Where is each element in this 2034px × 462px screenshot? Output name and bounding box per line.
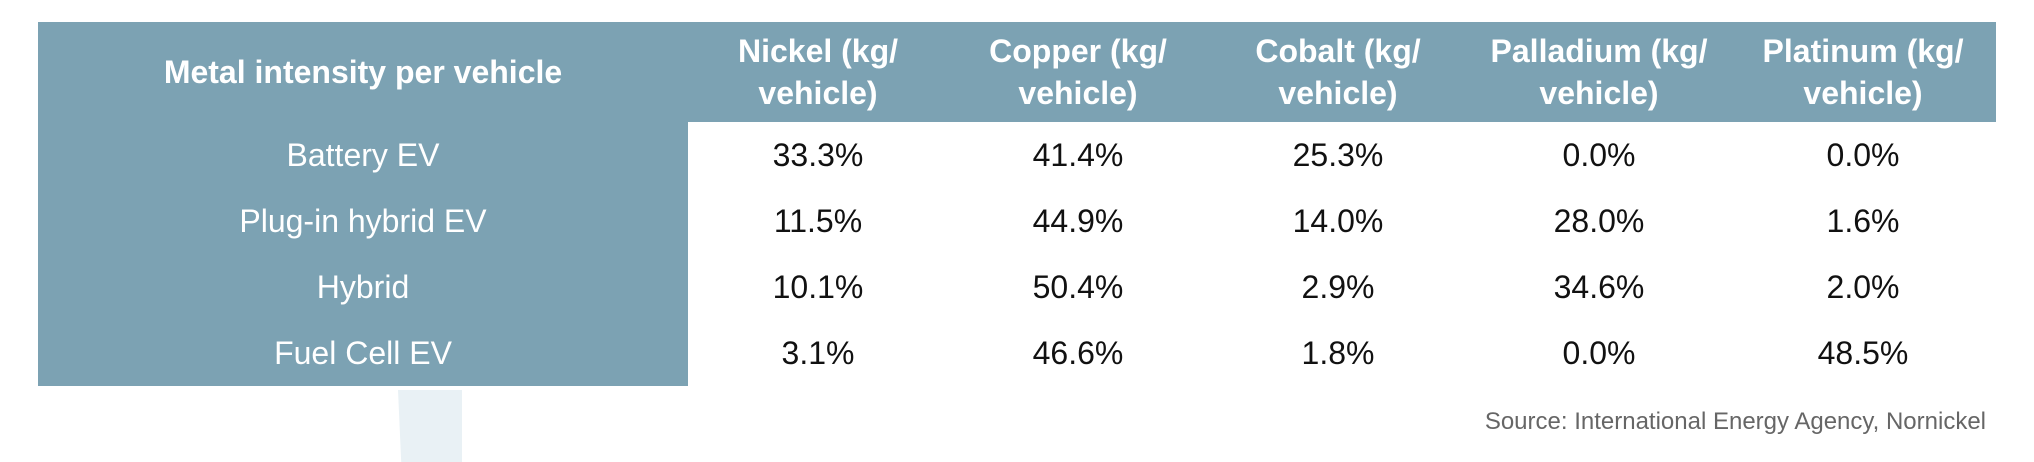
table-row: Plug-in hybrid EV 11.5% 44.9% 14.0% 28.0… [38,188,1996,254]
column-header-copper: Copper (kg/vehicle) [948,22,1208,122]
table-cell: 3.1% [688,320,948,386]
column-header-line: vehicle) [758,75,877,111]
table-row: Hybrid 10.1% 50.4% 2.9% 34.6% 2.0% [38,254,1996,320]
table-cell: 2.0% [1730,254,1996,320]
column-header-line: Platinum (kg/ [1763,33,1964,69]
table-cell: 48.5% [1730,320,1996,386]
column-header-platinum: Platinum (kg/vehicle) [1730,22,1996,122]
table-cell: 44.9% [948,188,1208,254]
column-header-palladium: Palladium (kg/vehicle) [1468,22,1730,122]
table-row: Fuel Cell EV 3.1% 46.6% 1.8% 0.0% 48.5% [38,320,1996,386]
row-label: Plug-in hybrid EV [38,188,688,254]
table-cell: 46.6% [948,320,1208,386]
table-cell: 25.3% [1208,122,1468,188]
table-cell: 41.4% [948,122,1208,188]
table-cell: 33.3% [688,122,948,188]
column-header-line: Palladium (kg/ [1491,33,1708,69]
column-header-line: Cobalt (kg/ [1255,33,1420,69]
column-header-line: vehicle) [1803,75,1922,111]
table-cell: 0.0% [1730,122,1996,188]
row-label: Battery EV [38,122,688,188]
column-header-line: Copper (kg/ [989,33,1167,69]
column-header-line: vehicle) [1018,75,1137,111]
table-cell: 10.1% [688,254,948,320]
table-cell: 14.0% [1208,188,1468,254]
table-cell: 0.0% [1468,122,1730,188]
table-cell: 28.0% [1468,188,1730,254]
row-label: Fuel Cell EV [38,320,688,386]
table-cell: 50.4% [948,254,1208,320]
column-header-line: vehicle) [1278,75,1397,111]
table-cell: 1.8% [1208,320,1468,386]
source-note: Source: International Energy Agency, Nor… [1485,408,1986,436]
row-header-title: Metal intensity per vehicle [38,22,688,122]
table-cell: 2.9% [1208,254,1468,320]
table-cell: 0.0% [1468,320,1730,386]
table-cell: 1.6% [1730,188,1996,254]
column-header-line: Nickel (kg/ [738,33,898,69]
table-row: Battery EV 33.3% 41.4% 25.3% 0.0% 0.0% [38,122,1996,188]
metal-intensity-table: Metal intensity per vehicle Nickel (kg/v… [38,22,1996,386]
table-cell: 11.5% [688,188,948,254]
background-watermark-shape [398,390,462,462]
row-label: Hybrid [38,254,688,320]
table-header-row: Metal intensity per vehicle Nickel (kg/v… [38,22,1996,122]
table-cell: 34.6% [1468,254,1730,320]
column-header-nickel: Nickel (kg/vehicle) [688,22,948,122]
column-header-cobalt: Cobalt (kg/vehicle) [1208,22,1468,122]
column-header-line: vehicle) [1539,75,1658,111]
